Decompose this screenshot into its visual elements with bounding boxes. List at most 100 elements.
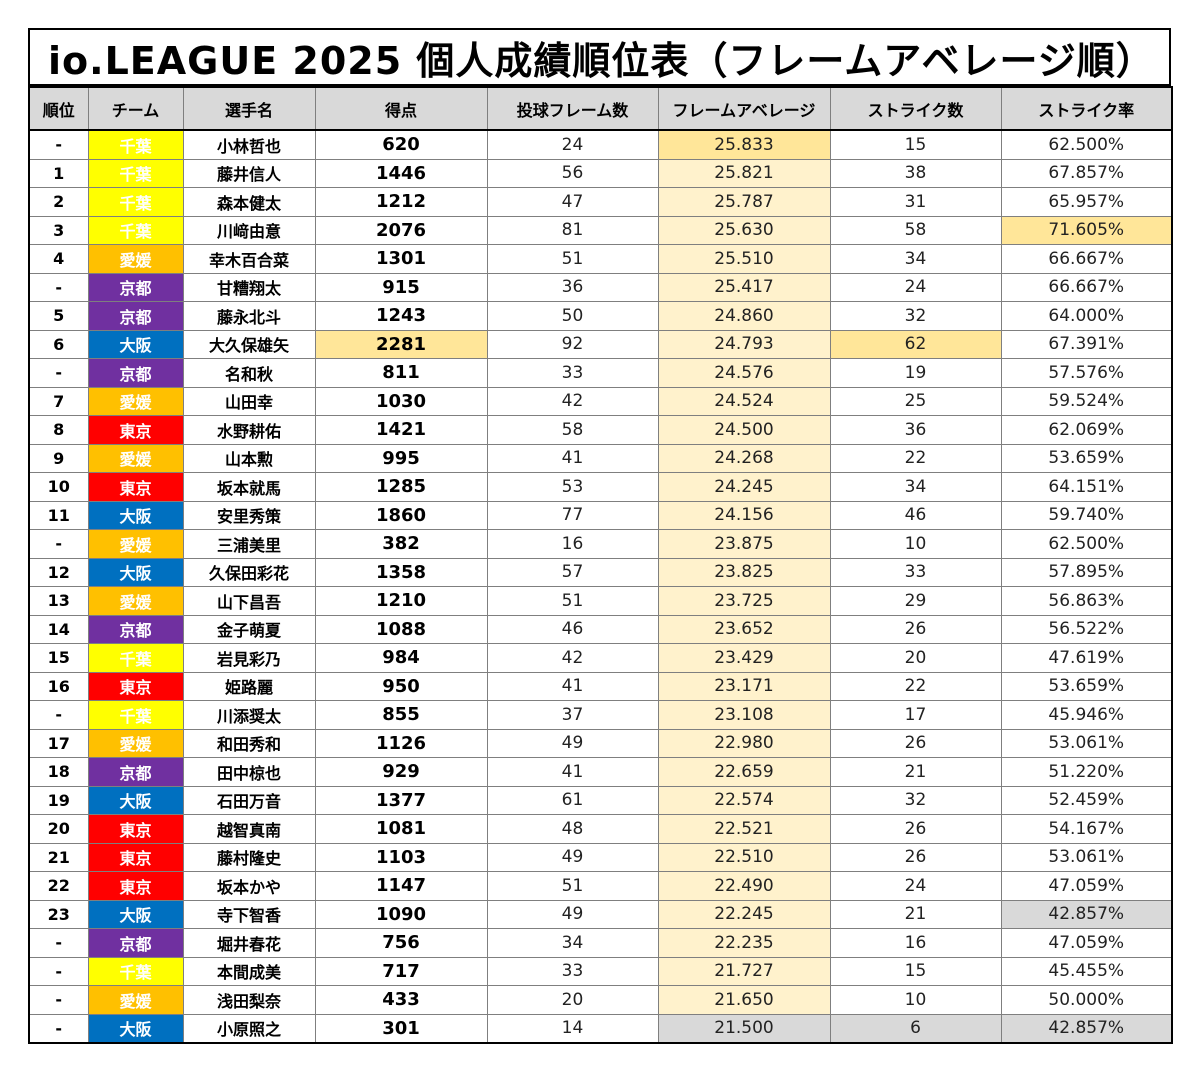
strike-rate-cell: 71.605% <box>1000 215 1173 245</box>
frames-cell: 92 <box>486 329 659 359</box>
ranking-sheet: io.LEAGUE 2025 個人成績順位表（フレームアベレージ順） 順位 チー… <box>28 28 1173 1044</box>
rank-cell: 13 <box>28 586 89 616</box>
frames-cell: 42 <box>486 643 659 673</box>
score-cell: 855 <box>314 700 488 730</box>
strikes-cell: 25 <box>829 386 1002 416</box>
strike-rate-cell: 50.000% <box>1000 985 1173 1015</box>
team-badge: 大阪 <box>87 500 184 530</box>
frame-average-cell: 22.235 <box>657 928 831 958</box>
score-cell: 1088 <box>314 614 488 644</box>
strike-rate-cell: 67.391% <box>1000 329 1173 359</box>
frames-cell: 49 <box>486 842 659 872</box>
strike-rate-cell: 66.667% <box>1000 244 1173 274</box>
table-row: 22 東京 坂本かや 1147 51 22.490 24 47.059% <box>28 871 1173 901</box>
strike-rate-cell: 57.576% <box>1000 358 1173 388</box>
score-cell: 1860 <box>314 500 488 530</box>
table-row: 4 愛媛 幸木百合菜 1301 51 25.510 34 66.667% <box>28 244 1173 274</box>
strikes-cell: 20 <box>829 643 1002 673</box>
strike-rate-cell: 51.220% <box>1000 757 1173 787</box>
frames-cell: 42 <box>486 386 659 416</box>
strike-rate-cell: 57.895% <box>1000 557 1173 587</box>
team-badge: 千葉 <box>87 215 184 245</box>
strike-rate-cell: 56.863% <box>1000 586 1173 616</box>
rank-cell: 12 <box>28 557 89 587</box>
frame-average-cell: 24.793 <box>657 329 831 359</box>
strikes-cell: 19 <box>829 358 1002 388</box>
score-cell: 1030 <box>314 386 488 416</box>
table-row: - 千葉 小林哲也 620 24 25.833 15 62.500% <box>28 129 1173 160</box>
header-row: 順位 チーム 選手名 得点 投球フレーム数 フレームアベレージ ストライク数 ス… <box>28 86 1173 131</box>
frame-average-cell: 22.521 <box>657 814 831 844</box>
strikes-cell: 34 <box>829 244 1002 274</box>
player-name-cell: 森本健太 <box>182 187 316 217</box>
frame-average-cell: 24.500 <box>657 415 831 445</box>
strikes-cell: 22 <box>829 443 1002 473</box>
team-badge: 愛媛 <box>87 728 184 758</box>
player-name-cell: 幸木百合菜 <box>182 244 316 274</box>
strike-rate-cell: 65.957% <box>1000 187 1173 217</box>
frames-cell: 58 <box>486 415 659 445</box>
strike-rate-cell: 47.059% <box>1000 928 1173 958</box>
strikes-cell: 15 <box>829 129 1002 160</box>
score-cell: 995 <box>314 443 488 473</box>
strikes-cell: 29 <box>829 586 1002 616</box>
frames-cell: 16 <box>486 529 659 559</box>
frames-cell: 50 <box>486 301 659 331</box>
frames-cell: 41 <box>486 443 659 473</box>
strike-rate-cell: 42.857% <box>1000 1013 1173 1044</box>
score-cell: 1212 <box>314 187 488 217</box>
rank-cell: - <box>28 956 89 986</box>
score-cell: 1090 <box>314 899 488 929</box>
player-name-cell: 三浦美里 <box>182 529 316 559</box>
player-name-cell: 姫路麗 <box>182 671 316 701</box>
strikes-cell: 10 <box>829 529 1002 559</box>
score-cell: 915 <box>314 272 488 302</box>
team-badge: 東京 <box>87 814 184 844</box>
rank-cell: 22 <box>28 871 89 901</box>
strike-rate-cell: 53.061% <box>1000 728 1173 758</box>
score-cell: 1421 <box>314 415 488 445</box>
frame-average-cell: 22.245 <box>657 899 831 929</box>
strike-rate-cell: 47.619% <box>1000 643 1173 673</box>
frames-cell: 51 <box>486 244 659 274</box>
frames-cell: 33 <box>486 956 659 986</box>
strikes-cell: 33 <box>829 557 1002 587</box>
table-row: 16 東京 姫路麗 950 41 23.171 22 53.659% <box>28 671 1173 701</box>
frame-average-cell: 24.524 <box>657 386 831 416</box>
team-badge: 千葉 <box>87 187 184 217</box>
strike-rate-cell: 62.069% <box>1000 415 1173 445</box>
team-badge: 京都 <box>87 614 184 644</box>
header-frame-average: フレームアベレージ <box>657 86 831 131</box>
rank-cell: 8 <box>28 415 89 445</box>
score-cell: 717 <box>314 956 488 986</box>
team-badge: 大阪 <box>87 329 184 359</box>
frames-cell: 77 <box>486 500 659 530</box>
frames-cell: 41 <box>486 671 659 701</box>
player-name-cell: 甘糟翔太 <box>182 272 316 302</box>
player-name-cell: 坂本就馬 <box>182 472 316 502</box>
strikes-cell: 22 <box>829 671 1002 701</box>
strikes-cell: 24 <box>829 871 1002 901</box>
rank-cell: - <box>28 700 89 730</box>
team-badge: 千葉 <box>87 956 184 986</box>
player-name-cell: 坂本かや <box>182 871 316 901</box>
score-cell: 1081 <box>314 814 488 844</box>
strikes-cell: 10 <box>829 985 1002 1015</box>
score-cell: 1358 <box>314 557 488 587</box>
player-name-cell: 水野耕佑 <box>182 415 316 445</box>
frame-average-cell: 24.156 <box>657 500 831 530</box>
frames-cell: 56 <box>486 158 659 188</box>
player-name-cell: 藤永北斗 <box>182 301 316 331</box>
team-badge: 東京 <box>87 842 184 872</box>
player-name-cell: 藤村隆史 <box>182 842 316 872</box>
player-name-cell: 和田秀和 <box>182 728 316 758</box>
team-badge: 東京 <box>87 671 184 701</box>
frame-average-cell: 25.787 <box>657 187 831 217</box>
team-badge: 愛媛 <box>87 386 184 416</box>
frame-average-cell: 23.108 <box>657 700 831 730</box>
table-row: 19 大阪 石田万音 1377 61 22.574 32 52.459% <box>28 785 1173 815</box>
strike-rate-cell: 42.857% <box>1000 899 1173 929</box>
frame-average-cell: 23.825 <box>657 557 831 587</box>
table-row: - 愛媛 三浦美里 382 16 23.875 10 62.500% <box>28 529 1173 559</box>
table-row: - 愛媛 浅田梨奈 433 20 21.650 10 50.000% <box>28 985 1173 1015</box>
